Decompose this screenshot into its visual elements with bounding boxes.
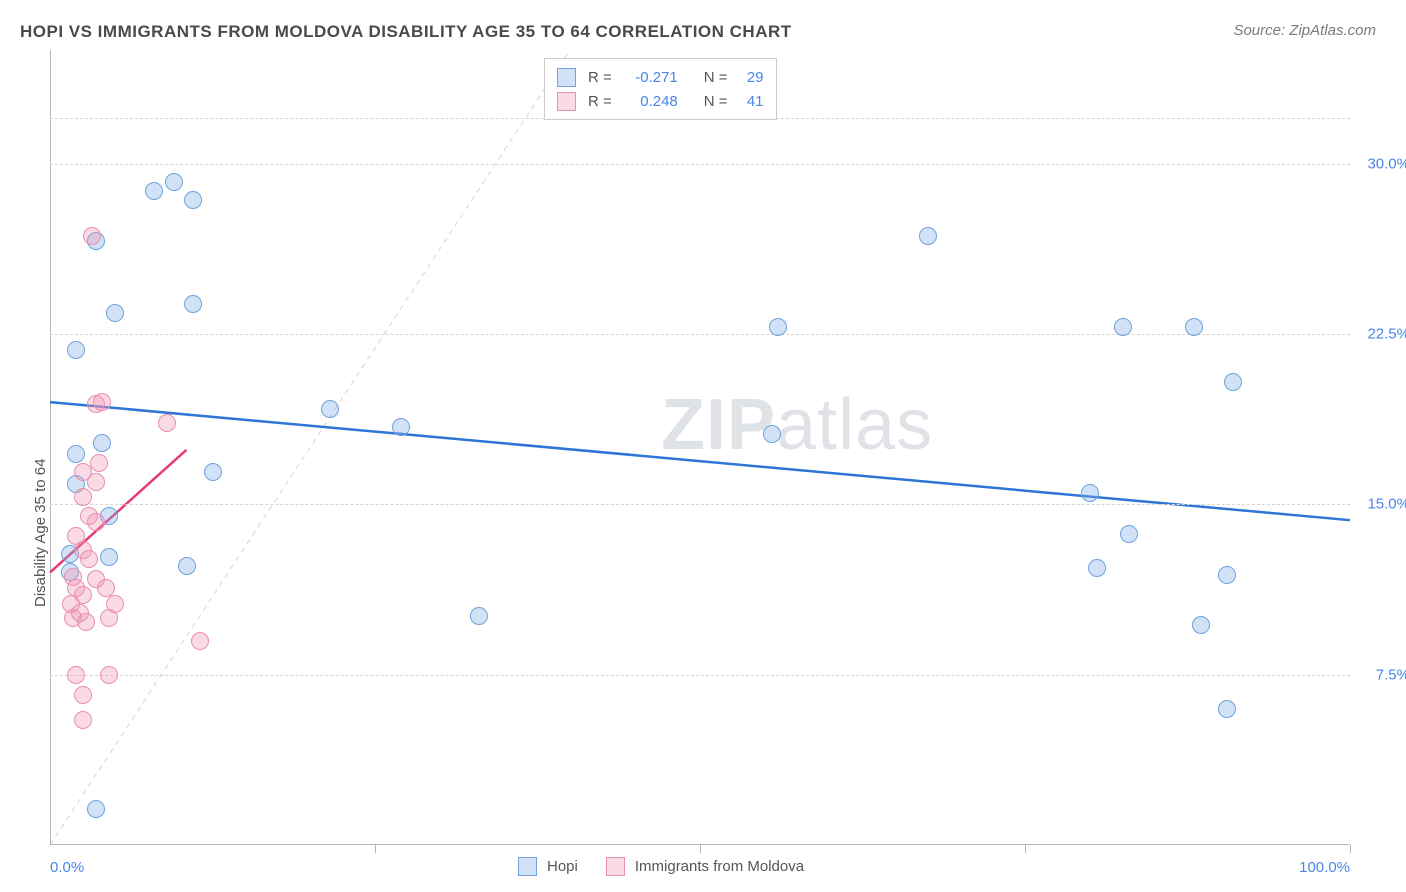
scatter-point: [204, 463, 222, 481]
scatter-point: [165, 173, 183, 191]
scatter-point: [184, 295, 202, 313]
scatter-point: [87, 473, 105, 491]
scatter-point: [1185, 318, 1203, 336]
scatter-point: [1120, 525, 1138, 543]
legend-n-value: 41: [736, 93, 764, 110]
gridline-horizontal: [50, 675, 1350, 676]
x-axis-min-label: 0.0%: [50, 859, 84, 876]
scatter-point: [763, 425, 781, 443]
watermark-bold: ZIP: [661, 385, 776, 465]
scatter-point: [87, 800, 105, 818]
legend-series-label: Hopi: [547, 858, 578, 875]
legend-r-value: -0.271: [620, 69, 678, 86]
scatter-point: [1224, 373, 1242, 391]
scatter-point: [100, 548, 118, 566]
scatter-point: [90, 454, 108, 472]
legend-swatch: [606, 857, 625, 876]
watermark: ZIPatlas: [661, 384, 933, 466]
legend-r-label: R =: [588, 69, 612, 86]
gridline-horizontal: [50, 504, 1350, 505]
scatter-point: [80, 550, 98, 568]
legend-swatch: [518, 857, 537, 876]
legend-swatch: [557, 92, 576, 111]
scatter-point: [191, 632, 209, 650]
scatter-point: [74, 488, 92, 506]
watermark-light: atlas: [776, 385, 933, 465]
legend-series-label: Immigrants from Moldova: [635, 858, 804, 875]
gridline-horizontal: [50, 164, 1350, 165]
scatter-point: [1192, 616, 1210, 634]
scatter-point: [178, 557, 196, 575]
scatter-point: [67, 445, 85, 463]
legend-n-label: N =: [704, 93, 728, 110]
trend-lines-svg: [50, 50, 1350, 845]
scatter-point: [74, 711, 92, 729]
y-tick-label: 22.5%: [1355, 325, 1406, 342]
scatter-point: [321, 400, 339, 418]
scatter-point: [392, 418, 410, 436]
y-axis-title: Disability Age 35 to 64: [32, 458, 49, 606]
legend-n-label: N =: [704, 69, 728, 86]
legend-n-value: 29: [736, 69, 764, 86]
scatter-point: [93, 434, 111, 452]
y-tick-label: 15.0%: [1355, 496, 1406, 513]
legend-row: R = -0.271 N = 29: [557, 65, 764, 89]
gridline-horizontal: [50, 334, 1350, 335]
scatter-point: [1218, 700, 1236, 718]
scatter-point: [769, 318, 787, 336]
trend-line: [50, 402, 1350, 520]
x-tick-mark: [1350, 845, 1351, 853]
scatter-point: [1218, 566, 1236, 584]
legend-swatch: [557, 68, 576, 87]
y-tick-label: 7.5%: [1355, 666, 1406, 683]
x-tick-mark: [1025, 845, 1026, 853]
scatter-point: [100, 666, 118, 684]
scatter-point: [67, 341, 85, 359]
scatter-point: [470, 607, 488, 625]
scatter-point: [145, 182, 163, 200]
scatter-point: [184, 191, 202, 209]
scatter-point: [87, 513, 105, 531]
correlation-legend: R = -0.271 N = 29 R = 0.248 N = 41: [544, 58, 777, 120]
scatter-point: [158, 414, 176, 432]
source-credit: Source: ZipAtlas.com: [1233, 22, 1376, 39]
scatter-point: [67, 666, 85, 684]
chart-title: HOPI VS IMMIGRANTS FROM MOLDOVA DISABILI…: [20, 22, 792, 42]
x-tick-mark: [375, 845, 376, 853]
legend-r-value: 0.248: [620, 93, 678, 110]
series-legend: Hopi Immigrants from Moldova: [518, 857, 822, 876]
scatter-point: [919, 227, 937, 245]
y-tick-label: 30.0%: [1355, 155, 1406, 172]
x-tick-mark: [700, 845, 701, 853]
x-axis-max-label: 100.0%: [1299, 859, 1350, 876]
legend-row: R = 0.248 N = 41: [557, 89, 764, 113]
scatter-point: [106, 304, 124, 322]
scatter-point: [1081, 484, 1099, 502]
diagonal-guide-line: [50, 50, 570, 845]
plot-area: ZIPatlas 7.5%15.0%22.5%30.0%: [50, 50, 1350, 845]
scatter-point: [1114, 318, 1132, 336]
scatter-point: [106, 595, 124, 613]
scatter-point: [77, 613, 95, 631]
legend-r-label: R =: [588, 93, 612, 110]
scatter-point: [83, 227, 101, 245]
y-axis-line: [50, 50, 51, 845]
scatter-point: [93, 393, 111, 411]
scatter-point: [74, 686, 92, 704]
scatter-point: [1088, 559, 1106, 577]
